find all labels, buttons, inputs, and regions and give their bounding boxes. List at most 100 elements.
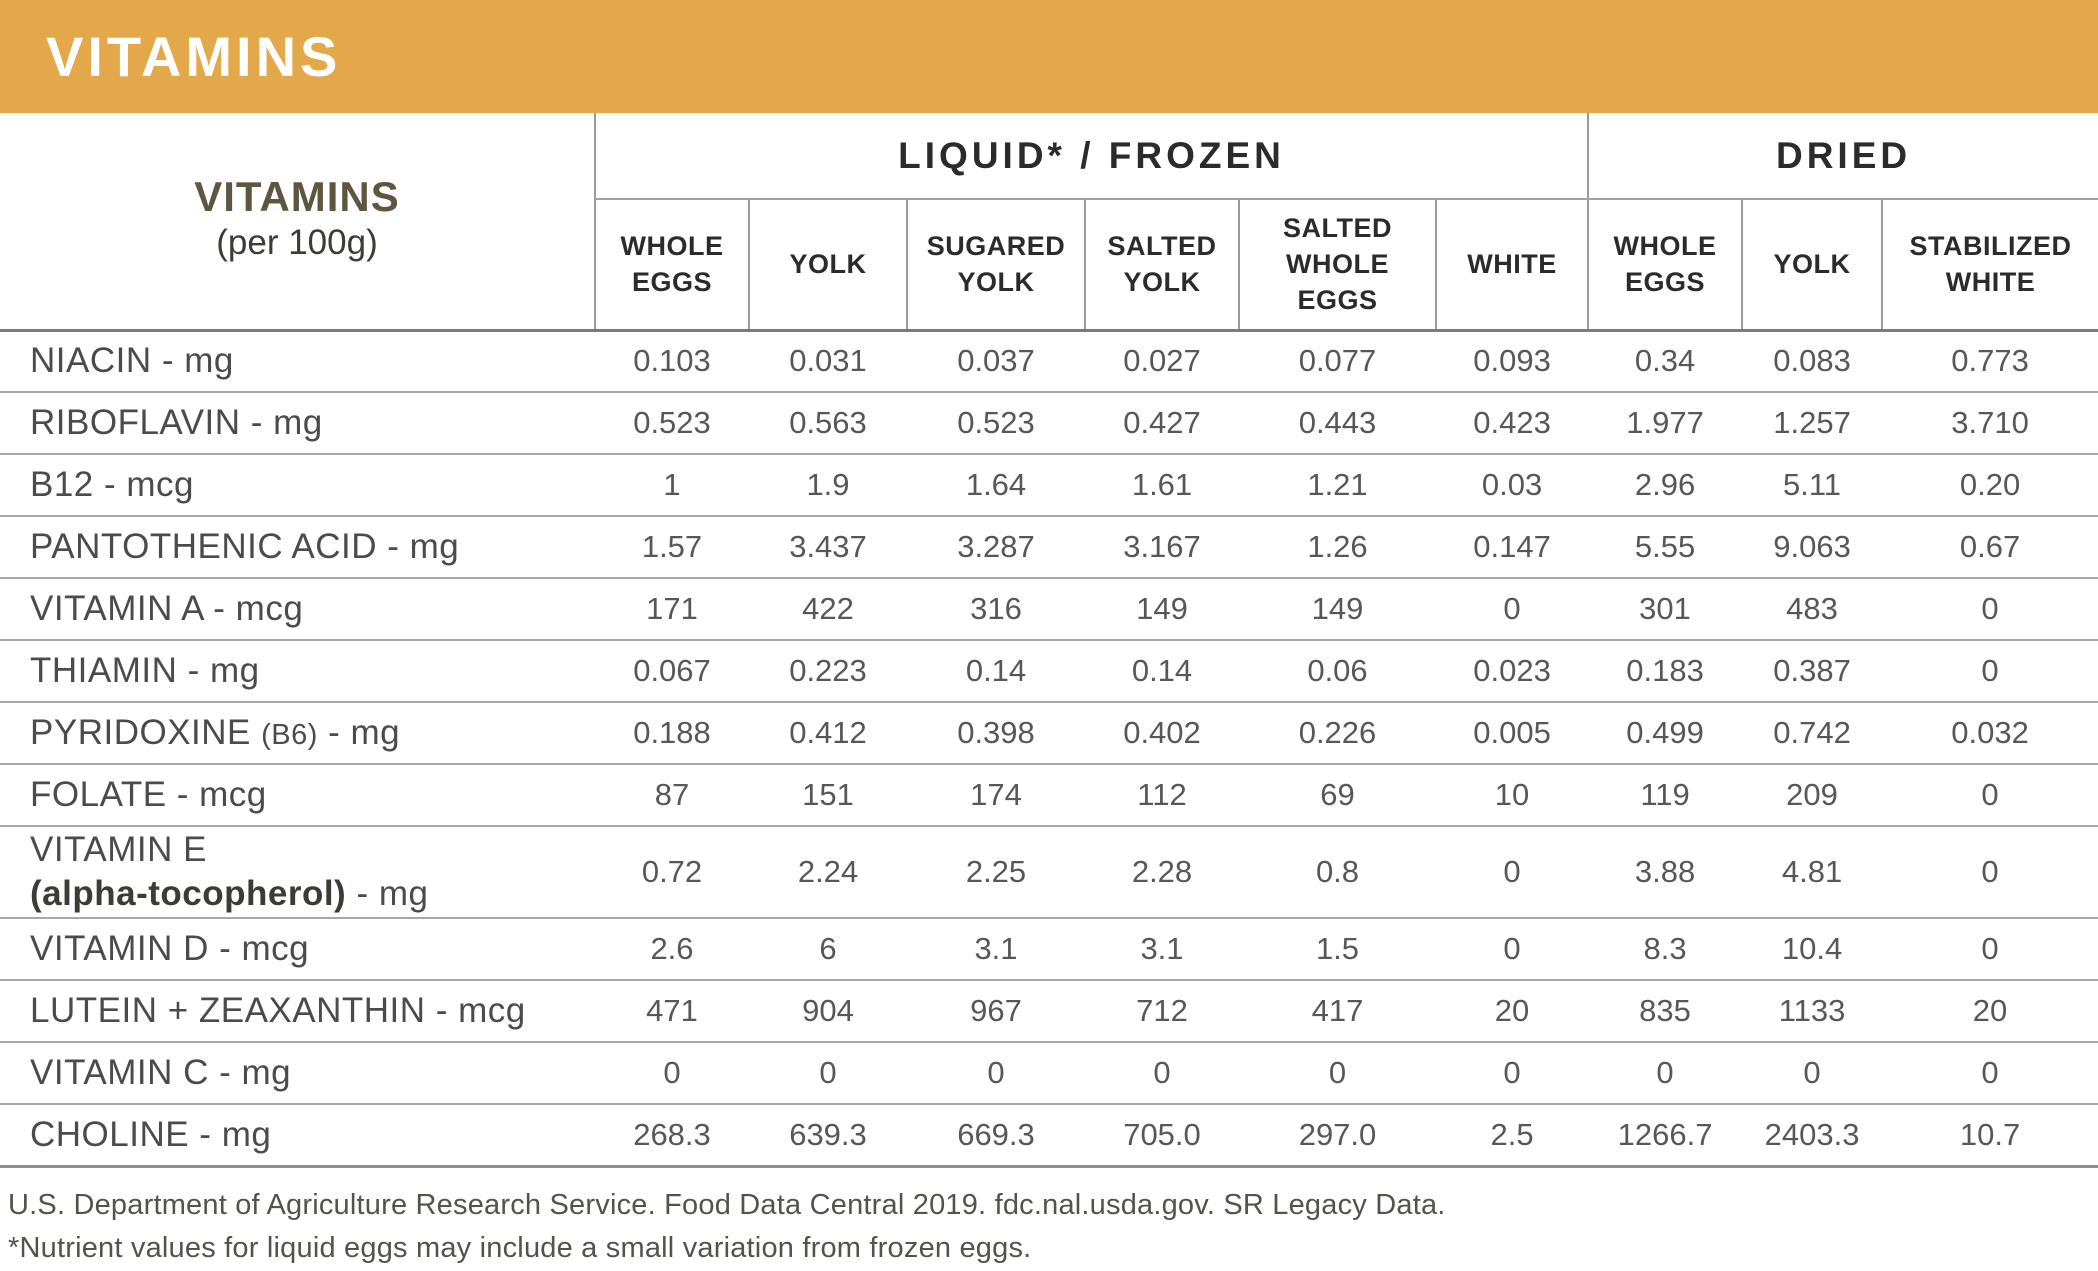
value-cell: 0 bbox=[1882, 918, 2098, 981]
table-row: VITAMIN C - mg 0 0 0 0 0 0 0 0 0 bbox=[0, 1042, 2098, 1105]
value-cell: 10 bbox=[1436, 764, 1589, 827]
value-cell: 87 bbox=[595, 764, 749, 827]
value-cell: 0.20 bbox=[1882, 454, 2098, 517]
asterisk-note: *Nutrient values for liquid eggs may inc… bbox=[8, 1232, 1032, 1264]
table-row: B12 - mcg 1 1.9 1.64 1.61 1.21 0.03 2.96 5.11 0.2… bbox=[0, 454, 2098, 517]
value-cell: 0.523 bbox=[595, 392, 749, 455]
row-label: VITAMIN E (alpha-tocopherol) - mg bbox=[0, 826, 595, 919]
value-cell: 8.3 bbox=[1588, 918, 1743, 981]
value-cell: 1.977 bbox=[1588, 392, 1743, 455]
value-cell: 0 bbox=[1882, 578, 2098, 641]
value-cell: 639.3 bbox=[749, 1104, 907, 1168]
value-cell: 1.5 bbox=[1239, 918, 1436, 981]
value-cell: 0.023 bbox=[1436, 640, 1589, 703]
value-cell: 9.063 bbox=[1742, 516, 1883, 579]
value-cell: 0.027 bbox=[1085, 330, 1239, 393]
value-cell: 2.96 bbox=[1588, 454, 1743, 517]
value-cell: 1.9 bbox=[749, 454, 907, 517]
value-cell: 0.387 bbox=[1742, 640, 1883, 703]
value-cell: 0.34 bbox=[1588, 330, 1743, 393]
value-cell: 119 bbox=[1588, 764, 1743, 827]
table-row: NIACIN - mg 0.103 0.031 0.037 0.027 0.077 0.09… bbox=[0, 330, 2098, 393]
source-note: U.S. Department of Agriculture Research … bbox=[8, 1188, 1446, 1221]
table-row: FOLATE - mcg 87 151 174 112 69 10 119 209 0 bbox=[0, 764, 2098, 827]
value-cell: 904 bbox=[749, 980, 907, 1043]
column-header-whole-eggs-0: WHOLE EGGS bbox=[595, 199, 749, 332]
value-cell: 1.257 bbox=[1742, 392, 1883, 455]
value-cell: 2.5 bbox=[1436, 1104, 1589, 1168]
value-cell: 3.287 bbox=[907, 516, 1085, 579]
value-cell: 20 bbox=[1882, 980, 2098, 1043]
value-cell: 149 bbox=[1239, 578, 1436, 641]
row-label: FOLATE - mcg bbox=[0, 764, 595, 827]
value-cell: 0 bbox=[1882, 764, 2098, 827]
value-cell: 0.773 bbox=[1882, 330, 2098, 393]
value-cell: 0.067 bbox=[595, 640, 749, 703]
value-cell: 10.4 bbox=[1742, 918, 1883, 981]
value-cell: 0.223 bbox=[749, 640, 907, 703]
value-cell: 471 bbox=[595, 980, 749, 1043]
value-cell: 297.0 bbox=[1239, 1104, 1436, 1168]
value-cell: 0 bbox=[1436, 918, 1589, 981]
table-body: NIACIN - mg 0.103 0.031 0.037 0.027 0.077 0.09… bbox=[0, 330, 2098, 1168]
value-cell: 69 bbox=[1239, 764, 1436, 827]
value-cell: 316 bbox=[907, 578, 1085, 641]
value-cell: 3.167 bbox=[1085, 516, 1239, 579]
table-row: VITAMIN E (alpha-tocopherol) - mg 0.72 2.2… bbox=[0, 826, 2098, 919]
value-cell: 2.24 bbox=[749, 826, 907, 919]
value-cell: 2.28 bbox=[1085, 826, 1239, 919]
row-label: RIBOFLAVIN - mg bbox=[0, 392, 595, 455]
value-cell: 0.093 bbox=[1436, 330, 1589, 393]
column-header-salted-whole-eggs-4: SALTED WHOLE EGGS bbox=[1238, 199, 1436, 332]
value-cell: 0.14 bbox=[907, 640, 1085, 703]
value-cell: 0 bbox=[1085, 1042, 1239, 1105]
row-label: NIACIN - mg bbox=[0, 330, 595, 393]
table-row: RIBOFLAVIN - mg 0.523 0.563 0.523 0.427 0.443… bbox=[0, 392, 2098, 455]
value-cell: 705.0 bbox=[1085, 1104, 1239, 1168]
value-cell: 2.6 bbox=[595, 918, 749, 981]
value-cell: 3.1 bbox=[1085, 918, 1239, 981]
table-row: PYRIDOXINE (B6) - mg 0.188 0.412 0.398 0.402… bbox=[0, 702, 2098, 765]
value-cell: 0.14 bbox=[1085, 640, 1239, 703]
value-cell: 2403.3 bbox=[1742, 1104, 1883, 1168]
value-cell: 6 bbox=[749, 918, 907, 981]
value-cell: 0 bbox=[749, 1042, 907, 1105]
value-cell: 0.402 bbox=[1085, 702, 1239, 765]
row-label: PANTOTHENIC ACID - mg bbox=[0, 516, 595, 579]
banner: VITAMINS bbox=[0, 0, 2098, 113]
value-cell: 0 bbox=[1436, 578, 1589, 641]
value-cell: 0.005 bbox=[1436, 702, 1589, 765]
value-cell: 0 bbox=[1882, 826, 2098, 919]
value-cell: 151 bbox=[749, 764, 907, 827]
row-label: VITAMIN D - mcg bbox=[0, 918, 595, 981]
value-cell: 1.61 bbox=[1085, 454, 1239, 517]
row-label: LUTEIN + ZEAXANTHIN - mcg bbox=[0, 980, 595, 1043]
value-cell: 0.03 bbox=[1436, 454, 1589, 517]
value-cell: 0 bbox=[907, 1042, 1085, 1105]
value-cell: 2.25 bbox=[907, 826, 1085, 919]
group-header-dried: DRIED bbox=[1587, 113, 2098, 200]
value-cell: 0.032 bbox=[1882, 702, 2098, 765]
value-cell: 0.443 bbox=[1239, 392, 1436, 455]
value-cell: 1266.7 bbox=[1588, 1104, 1743, 1168]
value-cell: 20 bbox=[1436, 980, 1589, 1043]
row-label: B12 - mcg bbox=[0, 454, 595, 517]
value-cell: 1133 bbox=[1742, 980, 1883, 1043]
corner-subtitle: (per 100g) bbox=[216, 222, 378, 262]
value-cell: 3.1 bbox=[907, 918, 1085, 981]
value-cell: 174 bbox=[907, 764, 1085, 827]
value-cell: 0.423 bbox=[1436, 392, 1589, 455]
value-cell: 1.57 bbox=[595, 516, 749, 579]
row-label: CHOLINE - mg bbox=[0, 1104, 595, 1168]
value-cell: 0 bbox=[1436, 1042, 1589, 1105]
value-cell: 0.083 bbox=[1742, 330, 1883, 393]
column-header-white-5: WHITE bbox=[1434, 199, 1589, 332]
value-cell: 0.226 bbox=[1239, 702, 1436, 765]
value-cell: 1.26 bbox=[1239, 516, 1436, 579]
value-cell: 417 bbox=[1239, 980, 1436, 1043]
value-cell: 171 bbox=[595, 578, 749, 641]
value-cell: 149 bbox=[1085, 578, 1239, 641]
value-cell: 0.72 bbox=[595, 826, 749, 919]
value-cell: 0.742 bbox=[1742, 702, 1883, 765]
